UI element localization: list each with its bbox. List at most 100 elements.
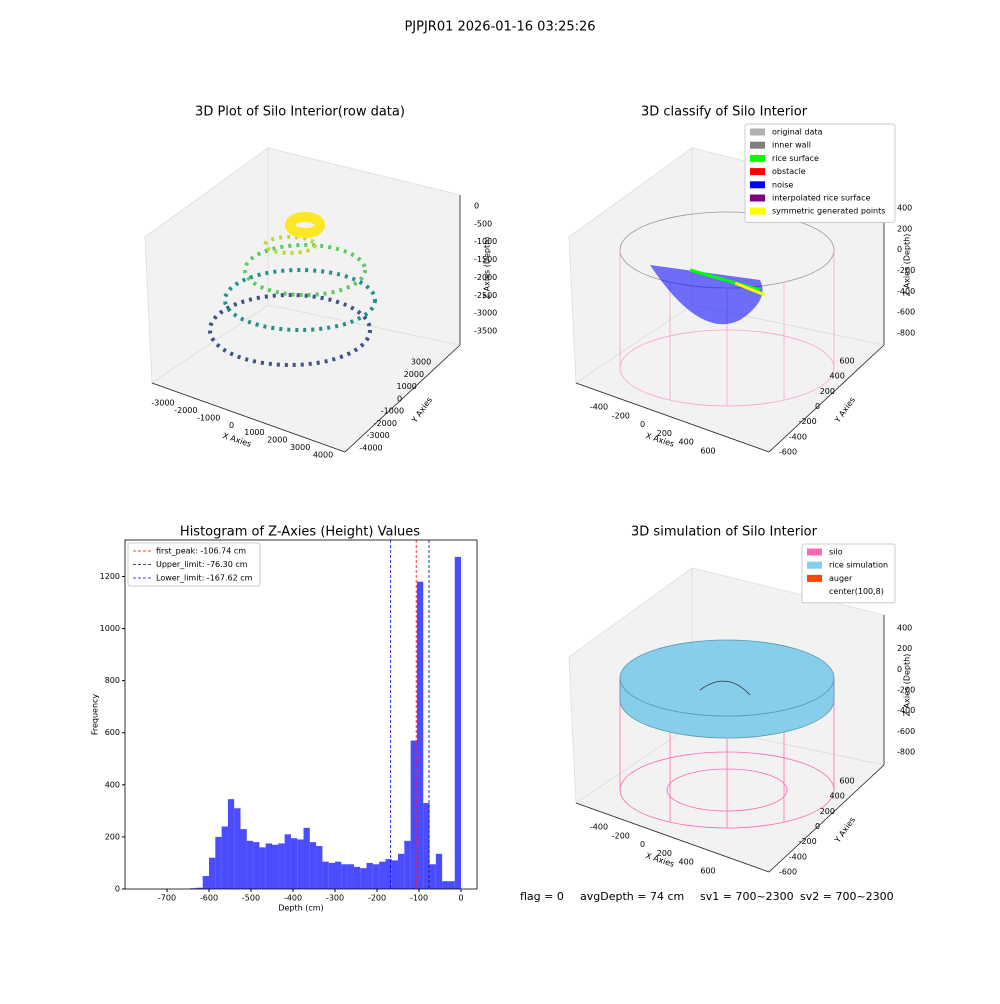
y-tick-label: -3000 <box>367 431 390 440</box>
legend-label: first_peak: -106.74 cm <box>156 547 246 556</box>
x-tick-label: 200 <box>657 429 672 438</box>
z-tick-label: -800 <box>897 748 915 757</box>
z-tick-label: -1500 <box>474 255 497 264</box>
y-tick-label: 200 <box>820 387 835 396</box>
axis-line <box>768 764 885 873</box>
y-tick-label: 0 <box>815 402 820 411</box>
x-tick-label: 600 <box>700 867 715 876</box>
x-tick-label: 400 <box>679 438 694 447</box>
x-tick-label: -400 <box>590 823 608 832</box>
y-tick-label: 1200 <box>100 572 120 581</box>
z-tick-label: 0 <box>474 202 479 211</box>
z-tick-label: -400 <box>897 287 915 296</box>
bar <box>360 868 367 889</box>
y-tick-label: -400 <box>789 432 807 441</box>
x-tick-label: -200 <box>368 894 386 903</box>
y-tick-label: 3000 <box>411 358 431 367</box>
x-tick-label: -500 <box>242 894 260 903</box>
bar <box>398 853 405 889</box>
legend-label: Lower_limit: -167.62 cm <box>156 574 253 583</box>
y-tick-label: 200 <box>105 832 120 841</box>
legend-label: interpolated rice surface <box>772 194 870 203</box>
bar <box>209 857 216 889</box>
y-tick-label: -400 <box>789 852 807 861</box>
bar <box>385 859 392 889</box>
x-tick-label: 1000 <box>244 428 264 437</box>
footer-text: sv2 = 700~2300 <box>800 890 894 903</box>
legend-swatch <box>750 194 765 202</box>
y-tick-label: 600 <box>839 357 854 366</box>
legend-label: silo <box>829 548 843 557</box>
z-tick-label: 0 <box>897 665 902 674</box>
y-tick-label: -1000 <box>381 407 404 416</box>
x-tick-label: -600 <box>200 894 218 903</box>
legend-swatch <box>750 154 765 162</box>
bar <box>253 842 260 889</box>
y-tick-label: -2000 <box>374 419 397 428</box>
bar <box>227 799 235 889</box>
x-tick-label: 4000 <box>313 451 333 460</box>
y-tick-label: 400 <box>105 780 120 789</box>
bar <box>297 839 304 889</box>
z-tick-label: 400 <box>897 624 912 633</box>
z-axis-label: Z Axies (Depth) <box>903 234 912 297</box>
y-tick-label: 200 <box>820 807 835 816</box>
x-tick-label: -2000 <box>174 406 197 415</box>
legend-label: center(100,8) <box>829 587 884 596</box>
x-tick-label: 0 <box>640 420 645 429</box>
legend-label: obstacle <box>772 167 806 176</box>
y-tick-label: 400 <box>830 372 845 381</box>
z-tick-label: -2500 <box>474 291 497 300</box>
z-tick-label: -400 <box>897 706 915 715</box>
y-tick-label: 400 <box>830 792 845 801</box>
axis-line <box>575 802 770 873</box>
x-tick-label: -400 <box>284 894 302 903</box>
legend-label: original data <box>772 128 823 137</box>
z-tick-label: -3500 <box>474 327 497 336</box>
z-tick-label: 200 <box>897 644 912 653</box>
x-tick-label: -400 <box>590 403 608 412</box>
z-axis-label: Z Axies (Depth) <box>903 654 912 717</box>
y-tick-label: 1000 <box>397 382 417 391</box>
footer-text: sv1 = 700~2300 <box>700 890 794 903</box>
legend-swatch <box>807 548 822 556</box>
bar <box>221 826 228 889</box>
bar <box>391 860 399 889</box>
y-tick-label: 2000 <box>404 370 424 379</box>
bar <box>423 803 430 889</box>
bar <box>215 836 222 889</box>
z-tick-label: -1000 <box>474 237 497 246</box>
figure-title: PJPJR01 2026-01-16 03:25:26 <box>404 20 595 35</box>
legend-swatch <box>750 141 765 149</box>
legend-swatch <box>807 588 822 596</box>
legend-box <box>801 543 896 604</box>
x-tick-label: -700 <box>158 894 176 903</box>
y-tick-label: 600 <box>839 777 854 786</box>
x-tick-label: 0 <box>458 894 463 903</box>
axis-line <box>768 344 885 453</box>
z-tick-label: 200 <box>897 224 912 233</box>
z-tick-label: -200 <box>897 686 915 695</box>
legend-box <box>744 123 896 223</box>
bar <box>335 861 342 889</box>
bar <box>240 829 247 889</box>
z-tick-label: -600 <box>897 727 915 736</box>
axis-line <box>575 382 770 453</box>
bar <box>265 843 273 889</box>
bar <box>448 881 455 889</box>
y-tick-label: 600 <box>105 728 120 737</box>
bar <box>290 838 298 889</box>
legend-swatch <box>750 181 765 189</box>
z-tick-label: -500 <box>474 219 492 228</box>
chart-title: 3D Plot of Silo Interior(row data) <box>195 105 405 120</box>
bar <box>196 887 203 889</box>
y-tick-label: -4000 <box>359 444 382 453</box>
x-tick-label: 600 <box>700 447 715 456</box>
x-tick-label: 0 <box>640 840 645 849</box>
y-axis-label: Y Axies <box>409 396 434 426</box>
bar <box>322 861 329 889</box>
bar <box>309 842 317 889</box>
legend-label: rice simulation <box>829 561 888 570</box>
x-tick-label: 200 <box>657 849 672 858</box>
